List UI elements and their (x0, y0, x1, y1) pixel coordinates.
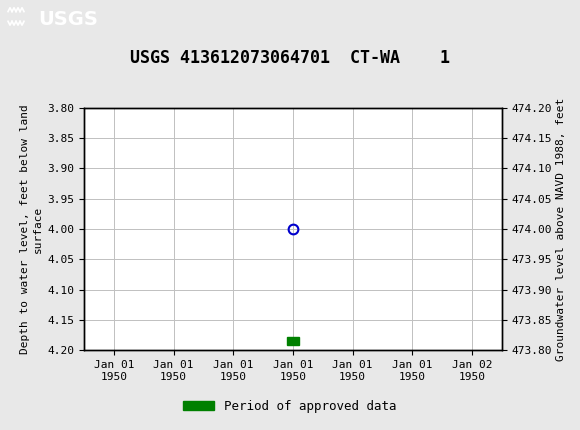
Text: USGS: USGS (38, 10, 98, 29)
Legend: Period of approved data: Period of approved data (178, 395, 402, 418)
Bar (287, 338, 299, 345)
Y-axis label: Depth to water level, feet below land
surface: Depth to water level, feet below land su… (20, 104, 44, 354)
Text: USGS 413612073064701  CT-WA    1: USGS 413612073064701 CT-WA 1 (130, 49, 450, 67)
Y-axis label: Groundwater level above NAVD 1988, feet: Groundwater level above NAVD 1988, feet (556, 97, 566, 361)
